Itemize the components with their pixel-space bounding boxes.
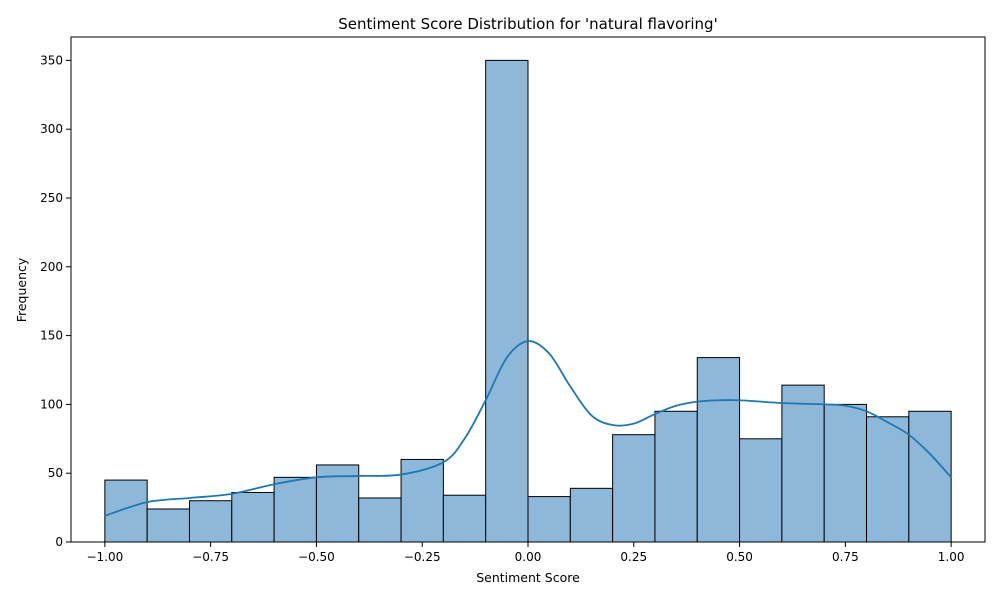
histogram-bar [188,500,233,543]
y-tick-label: 300 [40,122,63,136]
histogram-bar [358,497,402,543]
x-axis-ticks: −1.00 −0.75 −0.50 −0.25 0.00 0.25 0.50 0.75 1.00 [86,542,965,564]
y-tick-label: 200 [40,260,63,274]
x-tick-label: −0.75 [192,550,229,564]
histogram-bar [442,494,487,543]
x-tick-label: 0.75 [832,550,859,564]
histogram-bar [612,434,656,543]
chart-title: Sentiment Score Distribution for 'natura… [338,15,717,33]
histogram-bar [654,410,698,543]
x-tick-label: −0.50 [298,550,335,564]
histogram-bar [146,508,190,543]
x-tick-label: −1.00 [86,550,123,564]
histogram-bar [696,357,741,543]
x-tick-label: −0.25 [404,550,441,564]
histogram-bar [823,403,868,543]
histogram-bar [866,416,910,543]
kde-curve [104,340,952,517]
histogram-bar [569,487,614,543]
histogram-bars [104,59,952,543]
y-axis-ticks: 0 50 100 150 200 250 300 350 [40,53,71,549]
histogram-bar [781,384,825,543]
x-tick-label: 0.25 [620,550,647,564]
histogram-bar [908,410,952,543]
y-tick-label: 100 [40,397,63,411]
x-tick-label: 0.50 [726,550,753,564]
histogram-bar [104,479,148,543]
y-axis-label: Frequency [14,257,29,322]
y-tick-label: 350 [40,53,63,67]
histogram-bar [231,491,275,543]
x-tick-label: 0.00 [515,550,542,564]
x-axis-label: Sentiment Score [476,570,580,585]
histogram-bar [273,476,317,543]
y-tick-label: 150 [40,329,63,343]
x-tick-label: 1.00 [938,550,965,564]
histogram-bar [527,496,571,543]
y-tick-label: 0 [55,535,63,549]
y-tick-label: 50 [48,466,63,480]
histogram-bar [739,438,783,543]
histogram-bar [485,59,529,543]
histogram-bar [400,458,444,543]
y-tick-label: 250 [40,191,63,205]
